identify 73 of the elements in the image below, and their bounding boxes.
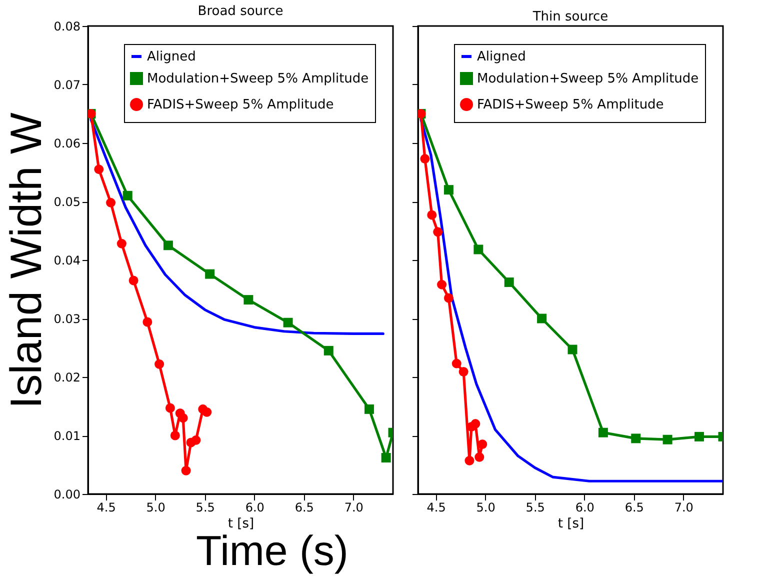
- point: [420, 154, 430, 164]
- legend-label: Aligned: [477, 50, 526, 64]
- point: [142, 317, 152, 327]
- legend-label: Modulation+Sweep 5% Amplitude: [477, 72, 699, 86]
- point: [694, 432, 704, 442]
- x-tick-label: 4.5: [96, 500, 116, 514]
- point: [464, 456, 474, 466]
- x-tick-label: 6.0: [575, 500, 594, 514]
- point: [170, 430, 180, 440]
- point: [205, 269, 215, 279]
- point: [474, 452, 484, 462]
- point: [128, 276, 138, 286]
- chart-title: Thin source: [532, 10, 608, 24]
- y-tick-label: 0.07: [54, 78, 80, 92]
- point: [433, 227, 443, 237]
- chart-title: Broad source: [198, 4, 284, 19]
- legend-label: FADIS+Sweep 5% Amplitude: [477, 98, 664, 112]
- point: [106, 198, 116, 208]
- point: [427, 210, 437, 220]
- legend-label: FADIS+Sweep 5% Amplitude: [147, 98, 334, 112]
- x-tick-label: 7.0: [344, 500, 364, 514]
- y-tick-label: 0.04: [54, 254, 80, 268]
- x-tick-label: 5.5: [196, 500, 215, 514]
- point: [154, 359, 164, 369]
- x-tick-label: 7.0: [674, 500, 694, 514]
- y-tick-label: 0.01: [54, 429, 80, 443]
- point: [116, 238, 126, 248]
- line-series: [90, 118, 384, 336]
- y-tick-label: 0.08: [54, 20, 80, 34]
- point: [324, 346, 334, 356]
- point: [504, 277, 514, 287]
- point: [458, 367, 468, 376]
- point: [470, 419, 480, 429]
- x-tick-label: 6.5: [624, 500, 644, 514]
- point: [437, 280, 447, 290]
- x-tick-label: 6.5: [294, 500, 314, 514]
- x-tick-label: 5.0: [476, 500, 496, 514]
- point: [122, 190, 132, 200]
- point: [444, 185, 454, 195]
- point: [444, 293, 454, 303]
- x-tick-label: 6.0: [245, 500, 264, 514]
- point: [474, 244, 484, 254]
- point: [364, 404, 374, 414]
- point: [478, 440, 488, 450]
- point: [568, 344, 578, 354]
- point: [537, 314, 547, 324]
- y-tick-label: 0.06: [54, 136, 80, 150]
- point: [631, 434, 641, 444]
- point: [244, 295, 254, 305]
- y-tick-label: 0.03: [54, 312, 80, 326]
- y-tick-label: 0.00: [54, 488, 80, 502]
- point: [452, 358, 462, 368]
- legend-label: Modulation+Sweep 5% Amplitude: [147, 72, 369, 86]
- x-tick-label: 5.5: [526, 500, 545, 514]
- point: [163, 240, 173, 250]
- legend-label: Aligned: [147, 50, 196, 64]
- point: [381, 452, 391, 462]
- point: [178, 413, 188, 423]
- point: [202, 407, 212, 417]
- point: [191, 435, 201, 445]
- point: [598, 428, 608, 438]
- point: [283, 318, 293, 328]
- y-axis-title: Island Width W: [2, 112, 51, 408]
- y-tick-label: 0.05: [54, 195, 80, 209]
- x-axis-title: t [s]: [558, 516, 584, 532]
- x-tick-label: 5.0: [146, 500, 166, 514]
- point: [181, 466, 191, 476]
- x-tick-label: 4.5: [426, 500, 446, 514]
- y-tick-label: 0.02: [54, 370, 80, 384]
- point: [165, 403, 175, 413]
- point: [662, 434, 672, 444]
- point: [94, 164, 104, 174]
- x-axis-title: t [s]: [228, 516, 254, 532]
